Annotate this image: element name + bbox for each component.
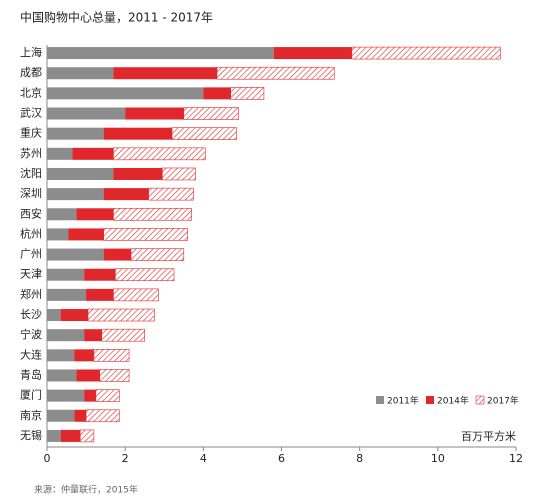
bar-segment	[79, 429, 95, 443]
bar-segment	[85, 409, 120, 423]
bar-segment	[103, 188, 149, 201]
x-tick-label: 6	[278, 452, 285, 465]
bar-segment	[84, 329, 102, 342]
x-tick-label: 4	[200, 452, 207, 465]
bar-segment	[47, 349, 75, 362]
bar-segment	[113, 167, 163, 180]
bar-segment	[47, 188, 104, 201]
bar-segment	[148, 187, 194, 201]
bar-segment	[86, 288, 114, 301]
bar-segment	[47, 47, 274, 60]
legend-swatch	[426, 396, 434, 404]
bar-segment	[72, 147, 114, 160]
bar-segment	[103, 127, 173, 140]
y-tick-label: 无锡	[20, 428, 42, 442]
bar-segment	[60, 309, 89, 322]
bar-segment	[74, 409, 87, 422]
bar-segment	[113, 67, 218, 80]
y-tick-label: 长沙	[20, 308, 42, 321]
bar-segment	[60, 429, 81, 442]
bar-segment	[113, 288, 159, 302]
x-axis-label: 百万平方米	[461, 429, 516, 443]
bar-segment	[99, 369, 130, 382]
x-tick-label: 12	[509, 452, 523, 465]
x-tick-label: 10	[431, 452, 445, 465]
bar-segment	[113, 207, 192, 221]
bar-segment	[130, 248, 185, 261]
y-tick-label: 重庆	[20, 126, 42, 140]
bar-segment	[47, 167, 114, 180]
x-tick-label: 0	[44, 452, 51, 465]
y-tick-label: 北京	[20, 85, 42, 99]
bar-segment	[93, 349, 130, 362]
legend-label: 2017年	[487, 395, 519, 407]
bar-segment	[47, 67, 114, 80]
bar-segment	[87, 308, 155, 322]
bar-segment	[68, 228, 104, 241]
y-tick-label: 苏州	[20, 147, 42, 160]
bar-segment	[47, 208, 77, 221]
bar-segment	[47, 288, 87, 301]
y-tick-label: 南京	[20, 408, 42, 422]
y-tick-label: 西安	[20, 206, 42, 220]
bar-segment	[47, 268, 85, 281]
y-tick-label: 深圳	[20, 187, 42, 200]
bar-segment	[47, 329, 85, 342]
bar-segment	[125, 107, 184, 120]
bar-segment	[47, 309, 61, 322]
bar-segment	[95, 389, 120, 402]
bar-segment	[113, 147, 206, 161]
y-tick-label: 宁波	[20, 327, 42, 341]
bar-segment	[47, 127, 104, 140]
legend-label: 2014年	[437, 395, 469, 407]
legend-swatch	[475, 395, 485, 405]
y-tick-label: 郑州	[20, 287, 42, 301]
bar-segment	[103, 228, 188, 241]
bar-segment	[101, 328, 146, 342]
bar-segment	[47, 429, 61, 442]
bar-segment	[351, 46, 501, 60]
x-tick-label: 2	[122, 452, 129, 465]
y-tick-label: 广州	[20, 248, 42, 261]
y-tick-label: 天津	[20, 268, 42, 281]
bar-segment	[47, 147, 73, 160]
y-tick-label: 沈阳	[20, 166, 42, 180]
y-tick-label: 杭州	[20, 226, 42, 240]
source: 来源：仲量联行，2015年	[34, 484, 138, 496]
bar-segment	[183, 107, 239, 120]
bar-segment	[47, 107, 126, 120]
bar-segment	[216, 66, 335, 80]
bar-segment	[47, 87, 204, 100]
chart-title: 中国购物中心总量，2011 - 2017年	[20, 10, 213, 25]
bar-segment	[103, 248, 132, 261]
x-tick-label: 8	[356, 452, 363, 465]
bar-segment	[115, 268, 175, 282]
bar-segment	[273, 47, 352, 60]
bar-segment	[230, 87, 265, 100]
bar-segment	[161, 167, 196, 181]
bar-segment	[47, 369, 77, 382]
y-tick-label: 上海	[20, 45, 42, 59]
legend-label: 2011年	[387, 395, 419, 407]
bar-segment	[76, 208, 114, 221]
bar-segment	[203, 87, 231, 100]
bar-segment	[171, 127, 237, 140]
y-tick-label: 成都	[20, 66, 42, 79]
bar-segment	[84, 389, 96, 402]
bar-segment	[76, 369, 100, 382]
bar-segment	[47, 248, 104, 261]
bar-segment	[47, 389, 85, 402]
y-tick-label: 厦门	[20, 388, 42, 402]
y-tick-label: 武汉	[20, 107, 42, 120]
bar-segment	[84, 268, 116, 281]
y-tick-label: 大连	[20, 347, 42, 361]
bar-segment	[47, 228, 69, 241]
legend-swatch	[376, 396, 384, 404]
y-tick-label: 青岛	[20, 367, 42, 381]
bar-segment	[74, 349, 94, 362]
bar-segment	[47, 409, 75, 422]
